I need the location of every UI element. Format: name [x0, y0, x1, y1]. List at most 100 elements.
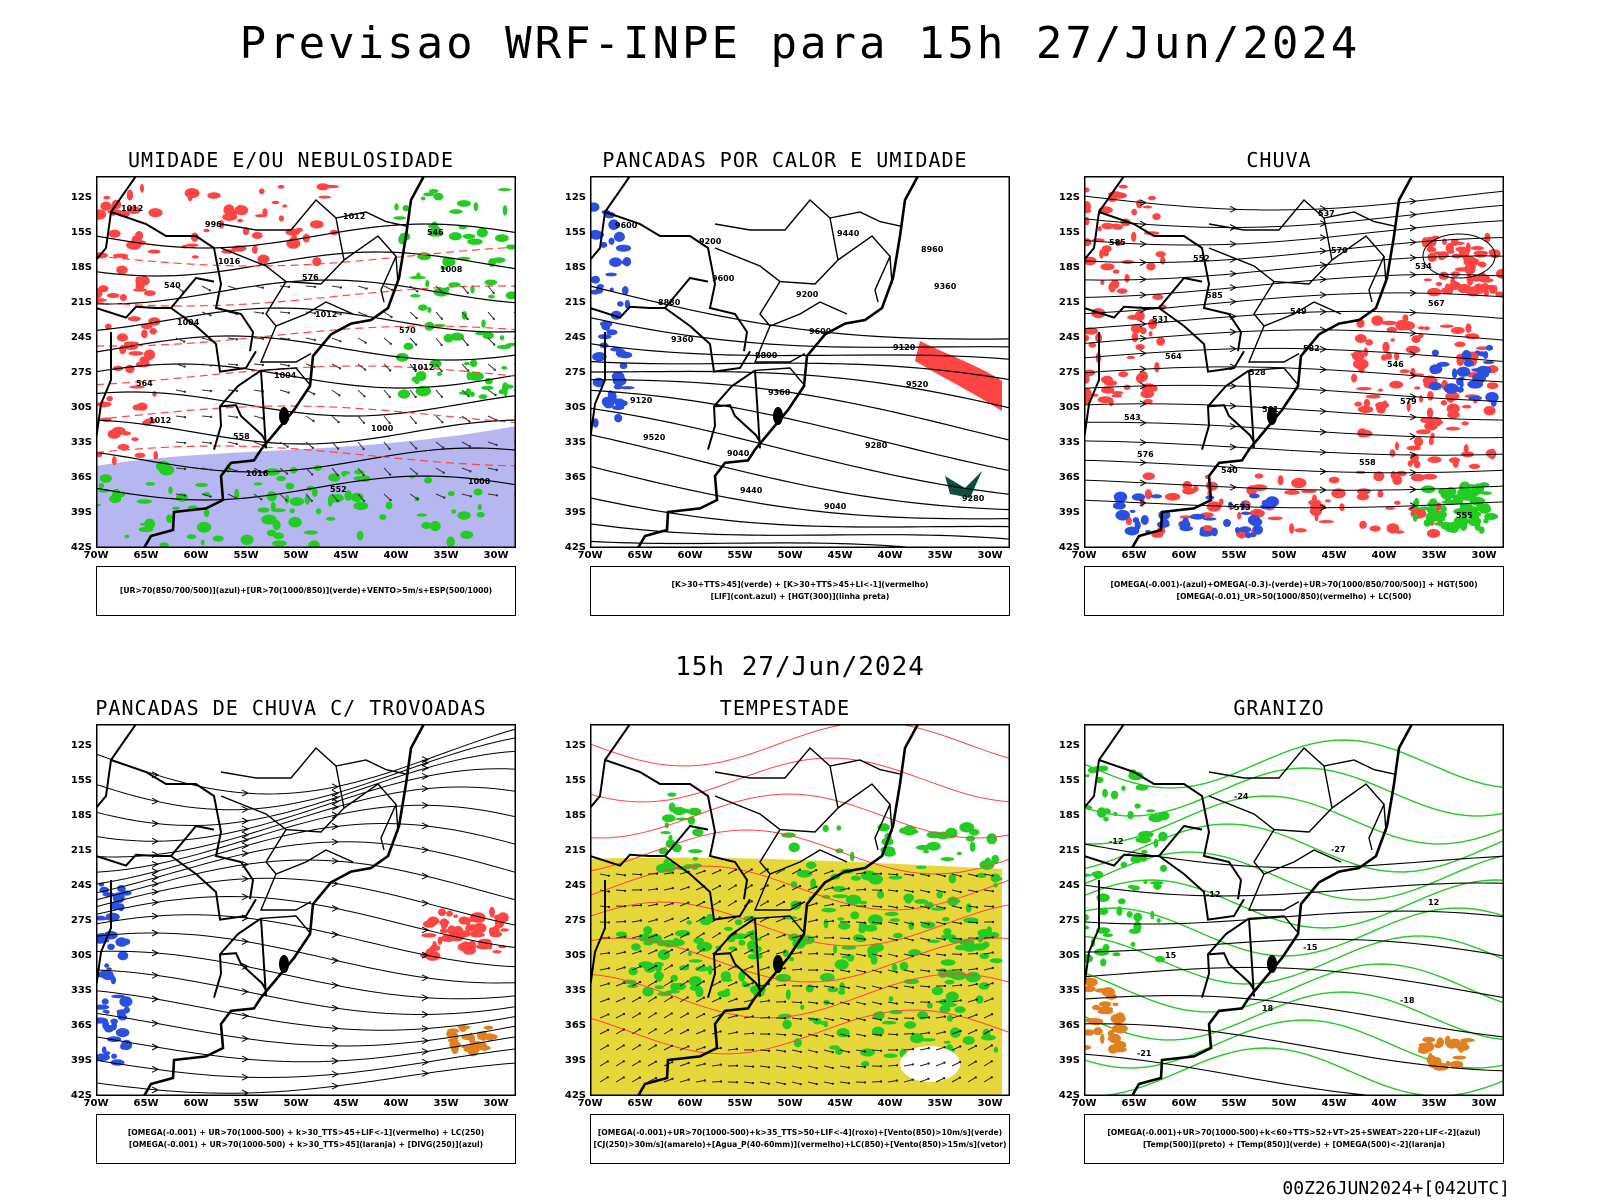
streamline: [1084, 479, 1504, 491]
shaded-area: [1371, 315, 1384, 326]
wind-vector-head: [959, 1029, 962, 1033]
shaded-area: [1153, 882, 1162, 890]
wind-vector-head: [831, 1051, 834, 1054]
wind-vector: [711, 981, 721, 987]
shaded-area: [833, 885, 846, 893]
shaded-area: [1131, 332, 1139, 343]
shaded-area: [1101, 386, 1115, 394]
convection-area: [915, 341, 1002, 411]
wind-vector: [903, 921, 913, 925]
wind-vector: [615, 873, 625, 876]
streamline-arrow: [421, 1069, 430, 1077]
contour-label: 546: [1387, 360, 1404, 369]
wind-vector-head: [831, 969, 835, 973]
streamline-arrow: [241, 875, 250, 883]
wind-vector-head: [260, 471, 264, 474]
shaded-area: [1094, 988, 1110, 993]
wind-vector: [201, 415, 212, 418]
wind-vector: [631, 920, 641, 923]
lon-tick-label: 70W: [577, 550, 603, 561]
country-border: [1207, 952, 1256, 993]
lat-tick-label: 33S: [70, 985, 92, 996]
country-border: [1098, 759, 1243, 900]
shaded-area: [1087, 983, 1093, 989]
wind-vector: [887, 1017, 897, 1020]
shaded-area: [1468, 463, 1481, 470]
wind-vector-head: [879, 1049, 883, 1052]
lon-tick-label: 30W: [483, 1098, 509, 1109]
shaded-area: [1417, 326, 1425, 330]
lat-tick-label: 18S: [564, 262, 586, 273]
wind-vector: [409, 363, 417, 372]
shaded-area: [620, 386, 635, 390]
shaded-area: [1427, 456, 1442, 464]
streamline-arrow: [1409, 224, 1418, 232]
shaded-area: [423, 920, 436, 928]
streamline-arrow: [421, 1011, 430, 1018]
map-svg: 5855855825795765735705675645615585555525…: [1084, 176, 1504, 548]
shaded-area: [892, 932, 903, 939]
shaded-area: [721, 978, 733, 982]
shaded-area: [979, 952, 990, 960]
wind-vector: [615, 1029, 625, 1035]
lon-tick-label: 40W: [877, 1098, 903, 1109]
contour-label: 585: [1206, 291, 1223, 300]
streamline-arrow: [1319, 234, 1328, 242]
streamline-arrow: [1139, 240, 1148, 248]
shaded-area: [1121, 785, 1126, 791]
wind-vector-head: [655, 933, 658, 937]
contour-label: 564: [136, 379, 153, 388]
streamline-arrow: [1409, 433, 1418, 440]
wind-vector: [983, 998, 993, 1003]
wind-vector: [175, 415, 185, 418]
shaded-area: [505, 342, 516, 347]
panel-chuva: CHUVA 585 585 582 579 576 573 570 567 564 561 558 5…: [1044, 148, 1514, 618]
wind-vector-head: [943, 922, 946, 926]
contour-line: [1084, 935, 1504, 985]
wind-vector: [791, 1017, 801, 1020]
shaded-area: [108, 229, 121, 238]
shaded-area: [1440, 400, 1448, 406]
wind-vector-head: [815, 968, 819, 972]
wind-vector: [807, 1065, 817, 1069]
shaded-area: [1156, 918, 1161, 923]
wind-vector-head: [623, 981, 626, 984]
lon-tick-label: 70W: [1071, 550, 1097, 561]
shaded-area: [492, 257, 506, 263]
panel-tempestade: TEMPESTADE [OMEGA(-0.001)+UR>70(1000-500…: [550, 696, 1020, 1166]
streamline-arrow: [331, 1070, 340, 1078]
wind-vector-head: [183, 390, 186, 393]
shaded-area: [1139, 855, 1148, 862]
shaded-area: [489, 906, 495, 918]
wind-vector: [279, 363, 289, 367]
contour-label: -27: [1331, 845, 1345, 854]
shaded-area: [96, 1053, 110, 1061]
wind-vector-head: [440, 343, 443, 347]
shaded-area: [1148, 318, 1157, 330]
wind-vector-head: [799, 1083, 802, 1086]
shaded-area: [1416, 429, 1431, 435]
wind-vector: [631, 935, 641, 939]
streamline: [96, 1062, 516, 1094]
wind-vector-head: [336, 447, 340, 450]
shaded-area: [1108, 1044, 1119, 1054]
contour-line: [590, 285, 1010, 340]
shaded-area: [991, 854, 1000, 865]
wind-vector-head: [958, 1076, 962, 1079]
lat-tick-label: 33S: [1058, 985, 1080, 996]
wind-vector: [951, 905, 961, 909]
shaded-area: [131, 437, 139, 442]
shaded-area: [1084, 1029, 1095, 1036]
lon-tick-label: 40W: [383, 1098, 409, 1109]
wind-vector-head: [895, 1048, 899, 1052]
streamline-arrow: [241, 817, 250, 825]
shaded-area: [110, 976, 117, 985]
shaded-area: [1495, 291, 1504, 298]
country-border: [110, 759, 255, 900]
wind-vector-head: [895, 1064, 899, 1067]
wind-vector-head: [734, 900, 737, 903]
shaded-area: [1433, 251, 1442, 255]
shaded-area: [98, 970, 114, 979]
wind-vector-head: [607, 997, 610, 1001]
wind-vector-head: [863, 1003, 866, 1006]
